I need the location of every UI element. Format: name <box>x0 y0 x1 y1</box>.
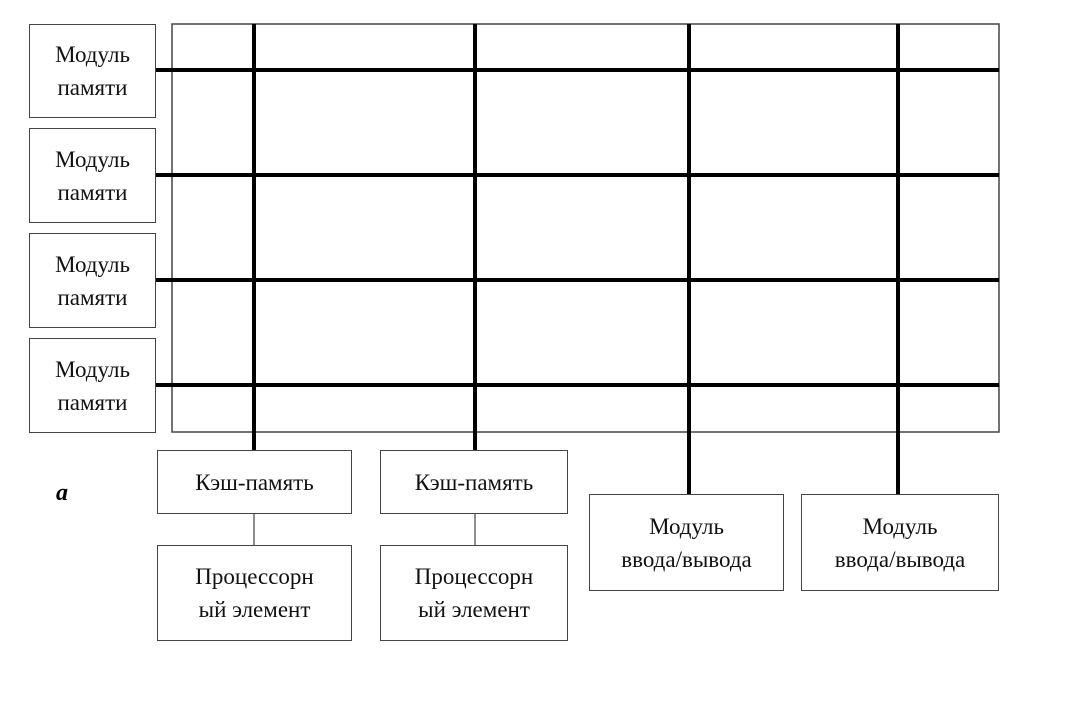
io-module: Модуль ввода/вывода <box>801 494 999 591</box>
memory-module: Модуль памяти <box>29 233 156 328</box>
processor-label: ый элемент <box>418 597 530 622</box>
memory-module-label: Модуль <box>55 146 130 172</box>
memory-module-label: памяти <box>57 75 128 100</box>
io-module: Модуль ввода/вывода <box>589 494 784 591</box>
cache-memory: Кэш-память <box>157 450 352 514</box>
io-module-label: Модуль <box>649 513 724 539</box>
memory-module-label: Модуль <box>55 42 130 67</box>
processor-label: ый элемент <box>198 597 311 622</box>
memory-module: Модуль памяти <box>29 128 156 223</box>
io-module-label: ввода/вывода <box>834 546 966 572</box>
memory-module: Модуль памяти <box>29 338 156 433</box>
processor-element: Процессорн ый элемент <box>157 545 352 641</box>
memory-module-label: Модуль <box>55 356 130 382</box>
memory-module-label: памяти <box>57 284 128 310</box>
processor-element: Процессорн ый элемент <box>380 545 568 641</box>
io-module-label: Модуль <box>862 513 938 539</box>
cache-memory: Кэш-память <box>380 450 568 514</box>
crossbar-frame <box>171 23 1000 433</box>
figure-label: а <box>56 480 68 506</box>
memory-module: Модуль памяти <box>29 24 156 118</box>
memory-module-label: памяти <box>57 179 128 205</box>
processor-label: Процессорн <box>195 564 314 589</box>
memory-module-label: Модуль <box>55 251 130 277</box>
processor-label: Процессорн <box>414 564 534 589</box>
cache-label: Кэш-память <box>195 469 314 495</box>
io-module-label: ввода/вывода <box>621 546 752 572</box>
memory-module-label: памяти <box>57 389 128 415</box>
cache-label: Кэш-память <box>414 469 534 495</box>
